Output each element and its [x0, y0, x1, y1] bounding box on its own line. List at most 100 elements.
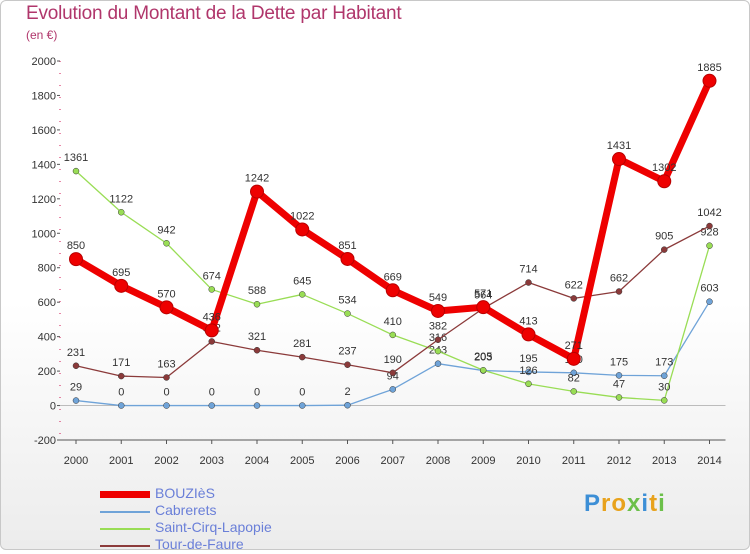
x-tick-label: 2011	[562, 455, 586, 467]
x-tick-label: 2004	[245, 455, 269, 467]
data-point	[204, 323, 219, 338]
data-label: 645	[293, 275, 311, 287]
data-point	[114, 278, 129, 293]
data-label: 669	[384, 271, 402, 283]
legend-swatch	[100, 528, 150, 530]
data-label: 1042	[697, 207, 721, 219]
data-point	[159, 300, 174, 315]
logo-letter: x	[627, 490, 642, 517]
y-tick-label: 1400	[32, 159, 56, 171]
data-point	[118, 209, 125, 216]
logo-letter: o	[611, 490, 628, 517]
data-point	[163, 240, 170, 247]
data-label: 588	[248, 285, 266, 297]
x-tick-label: 2009	[471, 455, 495, 467]
data-point	[702, 73, 717, 88]
data-label: 413	[519, 315, 537, 327]
logo-letter: i	[641, 490, 650, 517]
data-label: 928	[700, 227, 718, 239]
data-point	[615, 394, 623, 401]
proxiti-logo: Proxiti	[584, 490, 666, 518]
data-point	[525, 368, 532, 376]
data-label: 190	[384, 354, 402, 366]
data-label: 82	[568, 372, 580, 384]
data-label: 603	[700, 283, 718, 295]
legend-item: BOUZIèS	[100, 485, 360, 503]
data-label: 695	[112, 267, 130, 279]
data-label: 171	[112, 357, 130, 369]
x-tick-label: 2002	[154, 455, 178, 467]
x-tick-label: 2013	[652, 455, 676, 467]
data-label: 0	[299, 387, 305, 399]
data-label: 436	[203, 311, 221, 323]
y-tick-label: 600	[38, 297, 56, 309]
logo-letter: t	[649, 490, 659, 517]
y-tick-label: -200	[34, 435, 56, 447]
logo-letter: i	[658, 490, 666, 517]
data-label: 905	[655, 231, 673, 243]
data-label: 2	[344, 386, 350, 398]
x-tick-label: 2012	[607, 455, 631, 467]
data-point	[566, 351, 581, 366]
y-tick-label: 800	[38, 263, 56, 275]
data-point	[299, 402, 306, 409]
x-tick-label: 2003	[200, 455, 224, 467]
data-point	[72, 167, 80, 175]
data-point	[163, 374, 170, 381]
data-point	[295, 222, 310, 237]
data-point	[208, 286, 215, 293]
data-label: 30	[658, 381, 670, 393]
legend-item: Cabrerets	[100, 502, 360, 520]
legend-item: Saint-Cirq-Lapopie	[100, 519, 360, 537]
legend-swatch	[100, 545, 150, 547]
legend-swatch	[100, 511, 150, 513]
data-point	[340, 251, 355, 266]
data-point	[389, 386, 396, 393]
data-label: 534	[338, 295, 356, 307]
data-label: 195	[519, 353, 537, 365]
data-point	[434, 336, 442, 343]
data-label: 205	[474, 351, 492, 363]
data-label: 662	[610, 273, 628, 285]
data-point	[72, 362, 80, 370]
data-point	[344, 401, 351, 409]
data-point	[615, 372, 623, 379]
data-label: 0	[163, 387, 169, 399]
data-point	[661, 246, 668, 253]
x-tick-label: 2000	[64, 455, 88, 467]
data-label: 0	[209, 387, 215, 399]
x-tick-label: 2008	[426, 455, 450, 467]
data-label: 549	[429, 292, 447, 304]
data-point	[480, 366, 487, 374]
data-point	[299, 291, 306, 298]
data-label: 281	[293, 338, 311, 350]
y-tick-label: 1600	[32, 125, 56, 137]
data-label: 0	[254, 387, 260, 399]
data-label: 1361	[64, 152, 88, 164]
legend-label: BOUZIèS	[155, 485, 215, 501]
data-point	[250, 184, 264, 199]
x-tick-label: 2007	[381, 455, 405, 467]
chart-legend: BOUZIèS Cabrerets Saint-Cirq-Lapopie Tour-d…	[100, 485, 360, 554]
y-tick-label: 2000	[32, 56, 56, 68]
data-point	[344, 310, 351, 317]
data-label: 47	[613, 378, 625, 390]
data-label: 1431	[607, 140, 631, 152]
data-point	[208, 338, 215, 345]
data-point	[299, 353, 306, 361]
data-point	[208, 402, 215, 409]
chart-subtitle: (en €)	[26, 28, 58, 42]
data-point	[253, 300, 261, 308]
data-point	[431, 303, 445, 318]
data-point	[525, 380, 532, 388]
data-label: 126	[519, 365, 537, 377]
data-point	[118, 402, 125, 409]
x-tick-label: 2001	[109, 455, 133, 467]
data-point	[118, 372, 125, 380]
data-point	[570, 369, 577, 377]
data-label: 173	[655, 357, 673, 369]
data-label: 570	[157, 288, 175, 300]
data-point	[706, 298, 713, 305]
chart-title: Evolution du Montant de la Dette par Hab…	[26, 3, 402, 24]
x-tick-label: 2005	[290, 455, 314, 467]
